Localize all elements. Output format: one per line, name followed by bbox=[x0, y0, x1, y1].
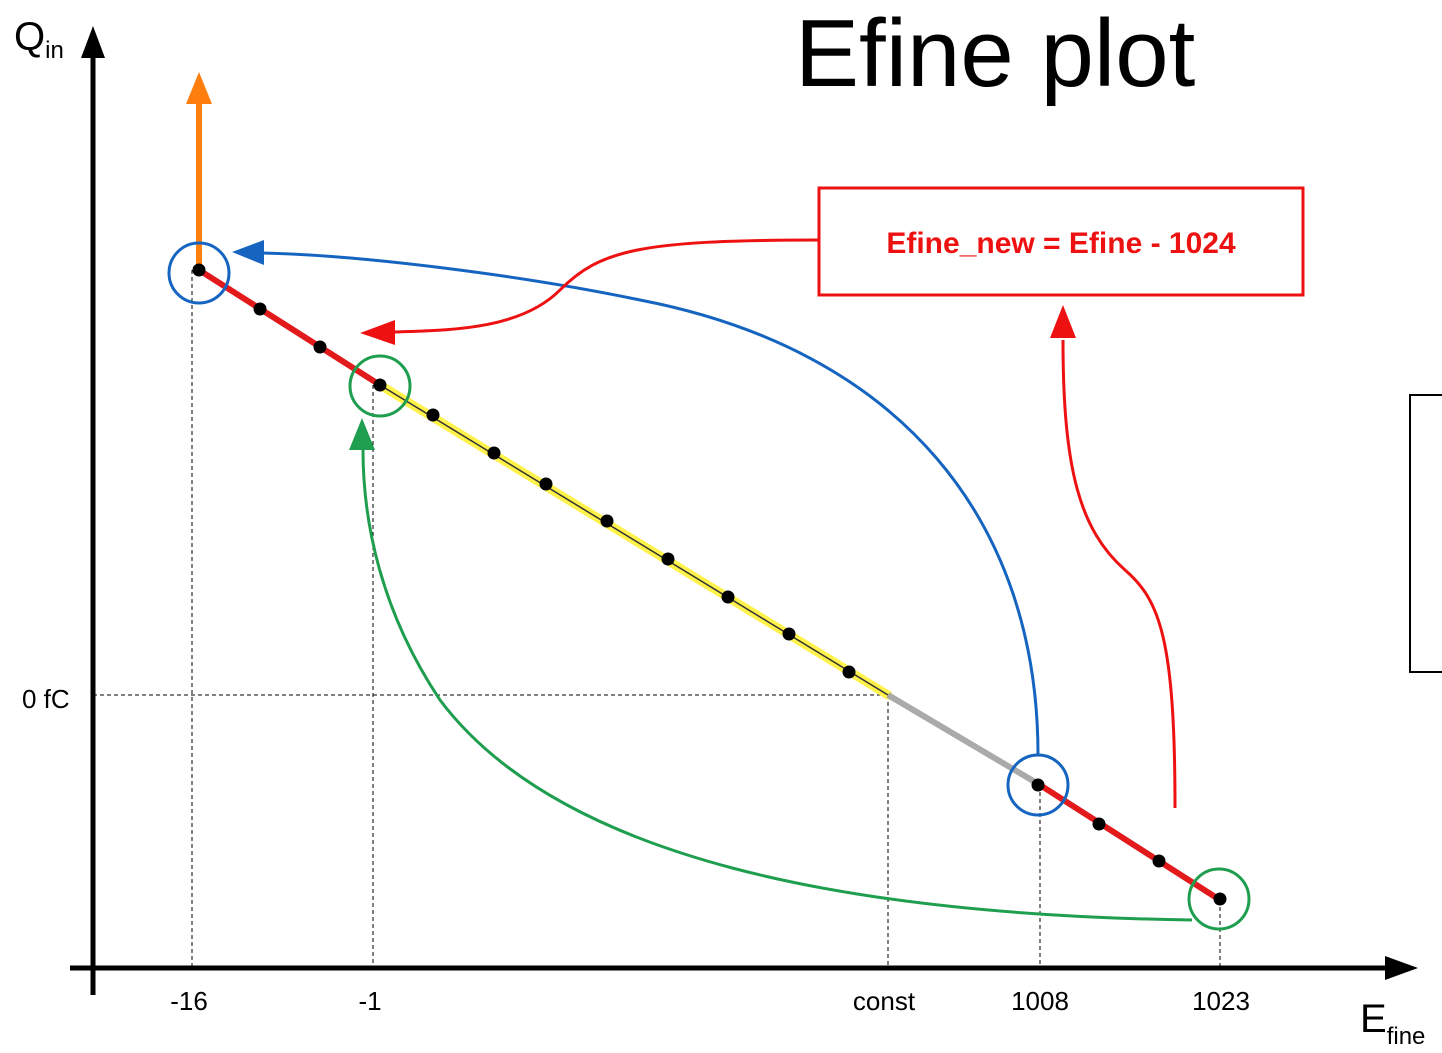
formula-text: Efine_new = Efine - 1024 bbox=[886, 227, 1236, 260]
point bbox=[426, 408, 440, 422]
point bbox=[842, 665, 856, 679]
linear-range-core bbox=[379, 384, 889, 696]
x-tick-1023: 1023 bbox=[1192, 986, 1250, 1016]
red-arrow-head-left bbox=[360, 320, 395, 345]
x-tick-const: const bbox=[853, 986, 916, 1016]
red-arrow-head-up bbox=[1050, 305, 1076, 338]
overflow-range-line bbox=[886, 692, 1042, 788]
point bbox=[661, 552, 675, 566]
highlight-circle-1008 bbox=[1006, 753, 1070, 817]
x-tick-minus1: -1 bbox=[358, 986, 381, 1016]
diagram-title: Efine plot bbox=[795, 0, 1195, 107]
highlight-circle-1023 bbox=[1187, 867, 1251, 931]
blue-mapping-arrow bbox=[232, 240, 1040, 756]
transfer-line bbox=[196, 267, 1223, 903]
sample-points bbox=[192, 263, 1227, 906]
red-curve-left bbox=[394, 238, 821, 334]
blue-curve bbox=[261, 251, 1040, 756]
guide-lines bbox=[93, 270, 1221, 968]
point bbox=[253, 302, 267, 316]
green-arrow-head bbox=[349, 418, 375, 450]
point bbox=[373, 378, 387, 392]
formula-arrows bbox=[360, 238, 1177, 809]
point bbox=[1213, 892, 1227, 906]
side-box-rect bbox=[1409, 394, 1442, 673]
x-axis-label: Efine bbox=[1360, 997, 1425, 1048]
side-box bbox=[1409, 394, 1442, 673]
point bbox=[487, 446, 501, 460]
green-mapping-arrow bbox=[349, 418, 1193, 922]
highlight-circles bbox=[167, 241, 1251, 931]
formula-rect bbox=[817, 186, 1305, 297]
point bbox=[1152, 854, 1166, 868]
point bbox=[1092, 817, 1106, 831]
formula-box: Efine_new = Efine - 1024 bbox=[817, 186, 1305, 297]
y-tick-0fc: 0 fC bbox=[22, 684, 70, 714]
x-tick-minus16: -16 bbox=[170, 986, 208, 1016]
point bbox=[192, 263, 206, 277]
x-tick-1008: 1008 bbox=[1011, 986, 1069, 1016]
orange-arrow-head bbox=[186, 72, 212, 104]
y-axis-arrow-icon bbox=[81, 26, 105, 58]
wrapped-range-line-top bbox=[196, 267, 383, 388]
axes: Qin Efine 0 fC -16 -1 const 1008 1023 bbox=[14, 15, 1425, 1050]
point bbox=[782, 627, 796, 641]
arrow-up-icon bbox=[186, 72, 212, 268]
y-axis-label: Qin bbox=[14, 15, 64, 64]
wrapped-range-line-bottom bbox=[1037, 782, 1223, 903]
red-curve-up bbox=[1061, 339, 1177, 809]
point bbox=[539, 477, 553, 491]
highlight-circle-minus1 bbox=[348, 354, 412, 418]
green-curve bbox=[361, 449, 1193, 922]
point bbox=[313, 340, 327, 354]
x-axis-arrow-icon bbox=[1385, 956, 1418, 980]
highlight-circle-minus16 bbox=[167, 241, 231, 305]
point bbox=[1031, 778, 1045, 792]
point bbox=[600, 514, 614, 528]
arrow-left-icon bbox=[232, 240, 264, 265]
point bbox=[721, 590, 735, 604]
